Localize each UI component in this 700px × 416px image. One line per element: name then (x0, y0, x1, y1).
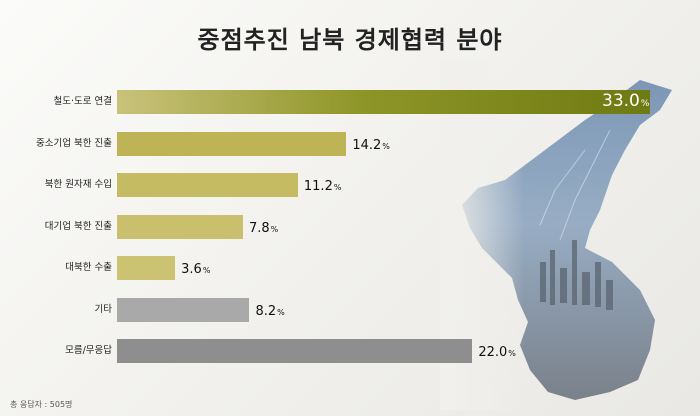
percent-unit: % (270, 224, 279, 234)
value-number: 11.2 (303, 179, 333, 194)
category-label: 북한 원자재 수입 (44, 179, 112, 190)
bar (117, 173, 298, 197)
value-label: 8.2% (255, 304, 284, 321)
value-label: 33.0% (602, 93, 649, 112)
value-number: 8.2 (255, 303, 277, 319)
value-label: 22.0% (478, 345, 516, 362)
percent-unit: % (277, 307, 285, 317)
value-number: 22.0 (478, 345, 508, 360)
category-label: 대기업 북한 진출 (44, 220, 112, 232)
value-number: 7.8 (248, 220, 270, 236)
bar (117, 214, 243, 239)
percent-unit: % (202, 266, 211, 275)
bar (117, 90, 650, 114)
category-label: 모름/무응답 (65, 345, 112, 356)
category-label: 철도·도로 연결 (53, 96, 112, 107)
bar (117, 256, 176, 280)
bar (117, 131, 347, 156)
respondent-count-footnote: 총 응답자 : 505명 (10, 400, 73, 409)
percent-unit: % (508, 349, 516, 358)
value-label: 3.6% (181, 262, 210, 279)
value-label: 7.8% (249, 221, 278, 238)
value-number: 14.2 (352, 137, 382, 153)
bar (117, 297, 250, 322)
category-label: 대북한 수출 (65, 262, 112, 273)
percent-unit: % (382, 141, 390, 151)
value-label: 11.2% (304, 179, 342, 196)
category-label: 기타 (94, 303, 112, 315)
chart-title: 중점추진 남북 경제협력 분야 (197, 26, 503, 54)
value-label: 14.2% (352, 138, 390, 155)
category-label: 중소기업 북한 진출 (36, 137, 112, 149)
bar (117, 339, 473, 363)
value-number: 33.0 (602, 91, 640, 111)
percent-unit: % (640, 99, 650, 109)
percent-unit: % (333, 183, 342, 192)
value-number: 3.6 (181, 262, 202, 277)
